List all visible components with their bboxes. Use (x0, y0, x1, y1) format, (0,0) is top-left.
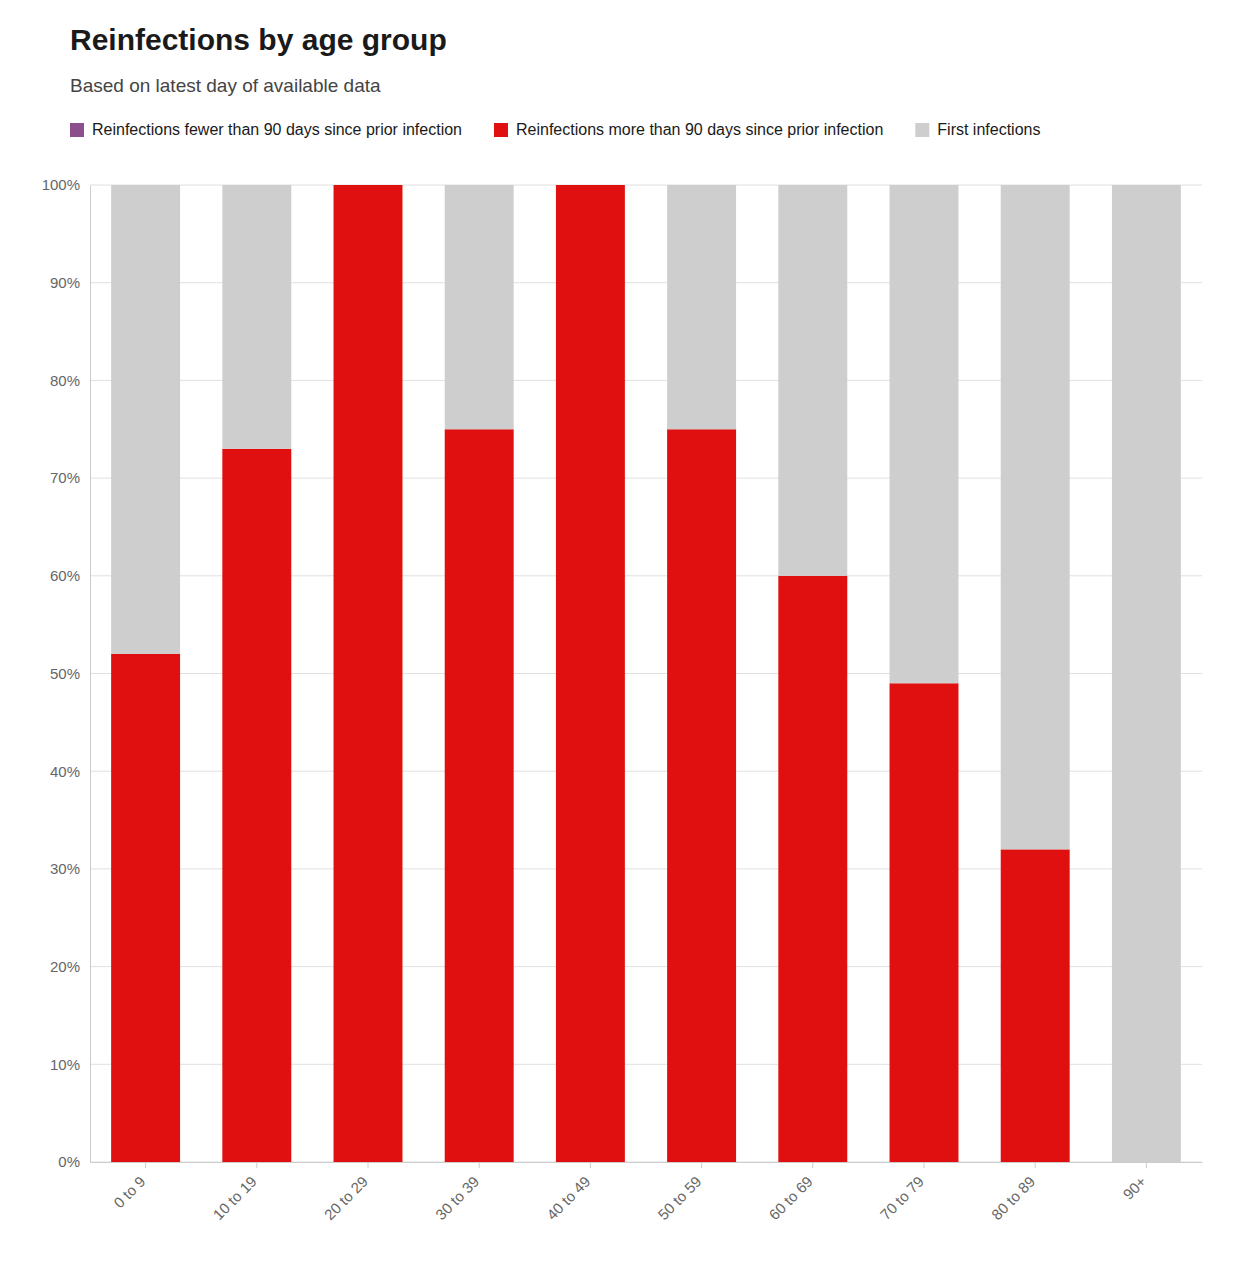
bar (1001, 185, 1070, 849)
tick-label: 0 to 9 (110, 1173, 149, 1212)
bar (1001, 849, 1070, 1162)
tick: 70% (50, 469, 90, 486)
legend-item: First infections (915, 121, 1040, 138)
bar (222, 449, 291, 1162)
tick: 20 to 29 (321, 1162, 371, 1223)
tick-mark (479, 1162, 480, 1168)
legend: Reinfections fewer than 90 days since pr… (70, 121, 1040, 138)
tick-mark (812, 1162, 813, 1168)
bar (778, 576, 847, 1162)
bar (778, 185, 847, 576)
tick-label: 20% (50, 958, 80, 975)
tick-label: 30% (50, 860, 80, 877)
bar (556, 185, 625, 1162)
bar (667, 429, 736, 1162)
legend-label: First infections (937, 121, 1040, 138)
bar (334, 185, 403, 186)
tick-label: 100% (42, 176, 80, 193)
tick: 10 to 19 (209, 1162, 259, 1223)
tick-label: 10% (50, 1056, 80, 1073)
bar (556, 185, 625, 186)
legend-swatch (70, 123, 84, 137)
series (111, 185, 1070, 1162)
tick: 90+ (1119, 1162, 1149, 1203)
tick-label: 70% (50, 469, 80, 486)
tick-mark (701, 1162, 702, 1168)
tick-mark (1146, 1162, 1147, 1168)
subtitle: Based on latest day of available data (70, 75, 381, 96)
tick-label: 30 to 39 (432, 1173, 482, 1223)
tick: 80 to 89 (988, 1162, 1038, 1223)
tick: 100% (42, 176, 90, 193)
tick-label: 60 to 69 (765, 1173, 815, 1223)
bar (111, 654, 180, 1162)
legend-label: Reinfections more than 90 days since pri… (516, 121, 883, 138)
chart: Reinfections by age group Based on latest… (0, 0, 1242, 1272)
bar (445, 429, 514, 1162)
plot: 0% 10% 20% 30% 40% 50% 60% 70% 80% 90% 100% 0 to 9 1… (42, 176, 1203, 1223)
tick-mark (1035, 1162, 1036, 1168)
bar (334, 185, 403, 1162)
tick-label: 50 to 59 (654, 1173, 704, 1223)
tick-label: 80 to 89 (988, 1173, 1038, 1223)
tick-label: 0% (58, 1153, 80, 1170)
legend-label: Reinfections fewer than 90 days since pr… (92, 121, 462, 138)
bar (667, 185, 736, 429)
tick-mark (368, 1162, 369, 1168)
tick: 40% (50, 763, 90, 780)
tick-mark (256, 1162, 257, 1168)
tick-label: 40% (50, 763, 80, 780)
tick-label: 80% (50, 372, 80, 389)
bar (890, 683, 959, 1162)
tick-label: 60% (50, 567, 80, 584)
tick: 40 to 49 (543, 1162, 593, 1223)
tick: 70 to 79 (877, 1162, 927, 1223)
bar (222, 185, 291, 449)
tick: 30 to 39 (432, 1162, 482, 1223)
bar (111, 185, 180, 654)
tick: 20% (50, 958, 90, 975)
title: Reinfections by age group (70, 23, 447, 56)
tick: 80% (50, 372, 90, 389)
tick: 60% (50, 567, 90, 584)
tick-label: 40 to 49 (543, 1173, 593, 1223)
axis-line (90, 186, 91, 1163)
legend-swatch (915, 123, 929, 137)
tick-label: 50% (50, 665, 80, 682)
tick-label: 90+ (1119, 1172, 1149, 1202)
tick-label: 10 to 19 (209, 1173, 259, 1223)
tick: 0% (58, 1153, 90, 1170)
bars (111, 185, 1181, 1162)
tick-mark (924, 1162, 925, 1168)
tick: 0 to 9 (110, 1162, 149, 1211)
legend-item: Reinfections fewer than 90 days since pr… (70, 121, 462, 138)
legend-swatch (494, 123, 508, 137)
bar (890, 185, 959, 683)
tick-mark (590, 1162, 591, 1168)
tick: 90% (50, 274, 90, 291)
tick-label: 90% (50, 274, 80, 291)
tick: 30% (50, 860, 90, 877)
y-axis: 0% 10% 20% 30% 40% 50% 60% 70% 80% 90% 100% (42, 176, 91, 1170)
grid (90, 185, 1202, 1162)
bar (445, 185, 514, 429)
tick: 50% (50, 665, 90, 682)
tick: 60 to 69 (765, 1162, 815, 1223)
bar (1112, 185, 1181, 1162)
tick-mark (145, 1162, 146, 1168)
legend-item: Reinfections more than 90 days since pri… (494, 121, 883, 138)
tick: 10% (50, 1056, 90, 1073)
x-axis: 0 to 9 10 to 19 20 to 29 30 to 39 40 to 49 50… (91, 1162, 1203, 1223)
tick: 50 to 59 (654, 1162, 704, 1223)
tick-label: 20 to 29 (321, 1173, 371, 1223)
series (111, 185, 1181, 1162)
tick-label: 70 to 79 (877, 1173, 927, 1223)
